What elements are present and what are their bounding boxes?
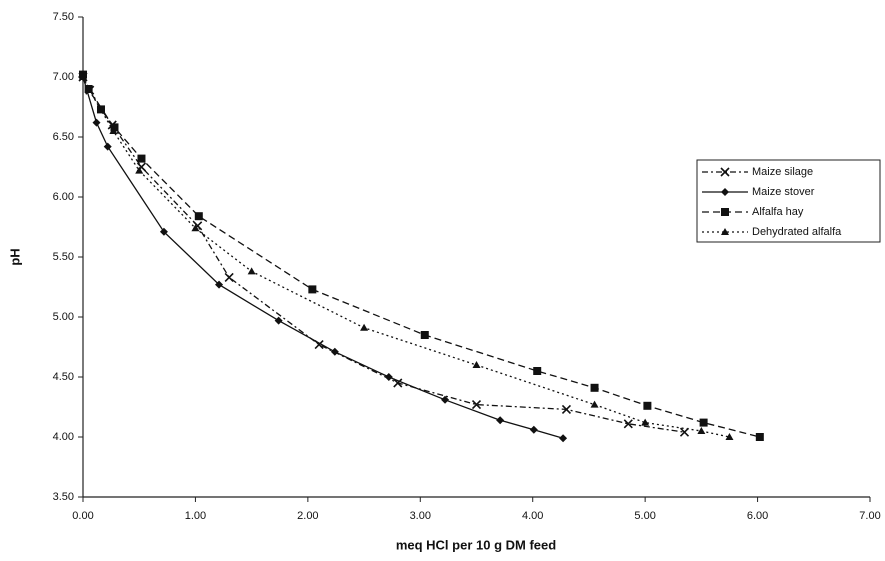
point-marker — [529, 425, 538, 434]
legend-label: Dehydrated alfalfa — [752, 226, 842, 238]
point-marker — [247, 267, 256, 275]
point-marker — [79, 73, 87, 80]
point-marker — [441, 395, 450, 404]
legend-marker — [721, 188, 729, 196]
y-tick-label: 7.00 — [53, 71, 74, 83]
point-marker — [590, 383, 599, 392]
x-tick-label: 1.00 — [185, 510, 206, 522]
point-marker — [137, 154, 146, 163]
legend-label: Maize stover — [752, 186, 815, 198]
x-tick-label: 6.00 — [747, 510, 768, 522]
point-marker — [308, 285, 317, 294]
point-marker — [92, 118, 101, 127]
legend-label: Maize silage — [752, 166, 813, 178]
point-marker — [110, 123, 119, 132]
point-marker — [274, 316, 283, 325]
legend-marker — [721, 228, 729, 235]
x-tick-label: 4.00 — [522, 510, 543, 522]
y-tick-label: 6.00 — [53, 191, 74, 203]
point-marker — [360, 323, 369, 331]
point-marker — [496, 416, 505, 425]
point-marker — [559, 434, 568, 443]
x-tick-label: 5.00 — [634, 510, 655, 522]
y-tick-label: 6.50 — [53, 131, 74, 143]
legend-label: Alfalfa hay — [752, 206, 804, 218]
legend-marker — [721, 208, 729, 216]
point-marker — [194, 212, 203, 221]
point-marker — [471, 400, 482, 410]
point-marker — [84, 85, 93, 92]
y-tick-label: 4.00 — [53, 431, 74, 443]
x-axis-title: meq HCl per 10 g DM feed — [396, 537, 556, 552]
point-marker — [135, 166, 144, 174]
point-marker — [103, 142, 112, 151]
point-marker — [330, 347, 339, 356]
point-marker — [697, 427, 706, 434]
point-marker — [109, 127, 118, 134]
y-tick-label: 5.50 — [53, 251, 74, 263]
point-marker — [224, 272, 234, 282]
series-line — [82, 76, 564, 439]
point-marker — [384, 373, 393, 381]
series-line — [82, 74, 760, 438]
point-marker — [755, 433, 764, 441]
y-tick-label: 4.50 — [53, 371, 74, 383]
point-marker — [643, 401, 652, 410]
series-line — [82, 76, 685, 433]
point-marker — [191, 224, 200, 232]
point-marker — [699, 418, 708, 427]
point-marker — [561, 404, 572, 414]
point-marker — [533, 367, 542, 375]
point-marker — [393, 378, 403, 388]
y-tick-label: 7.50 — [53, 11, 74, 23]
point-marker — [590, 400, 599, 408]
x-tick-label: 0.00 — [72, 510, 93, 522]
point-marker — [725, 433, 734, 440]
x-tick-label: 7.00 — [859, 510, 880, 522]
point-marker — [420, 331, 429, 339]
x-tick-label: 2.00 — [297, 510, 318, 522]
point-marker — [623, 419, 633, 429]
point-marker — [96, 105, 105, 114]
point-marker — [472, 361, 481, 368]
y-tick-label: 5.00 — [53, 311, 74, 323]
point-marker — [215, 280, 224, 289]
y-tick-label: 3.50 — [53, 491, 74, 503]
x-tick-label: 3.00 — [410, 510, 431, 522]
point-marker — [641, 418, 650, 426]
legend-marker — [720, 167, 730, 177]
y-axis-title: pH — [7, 248, 22, 265]
series-line — [82, 76, 730, 438]
point-marker — [159, 227, 168, 236]
